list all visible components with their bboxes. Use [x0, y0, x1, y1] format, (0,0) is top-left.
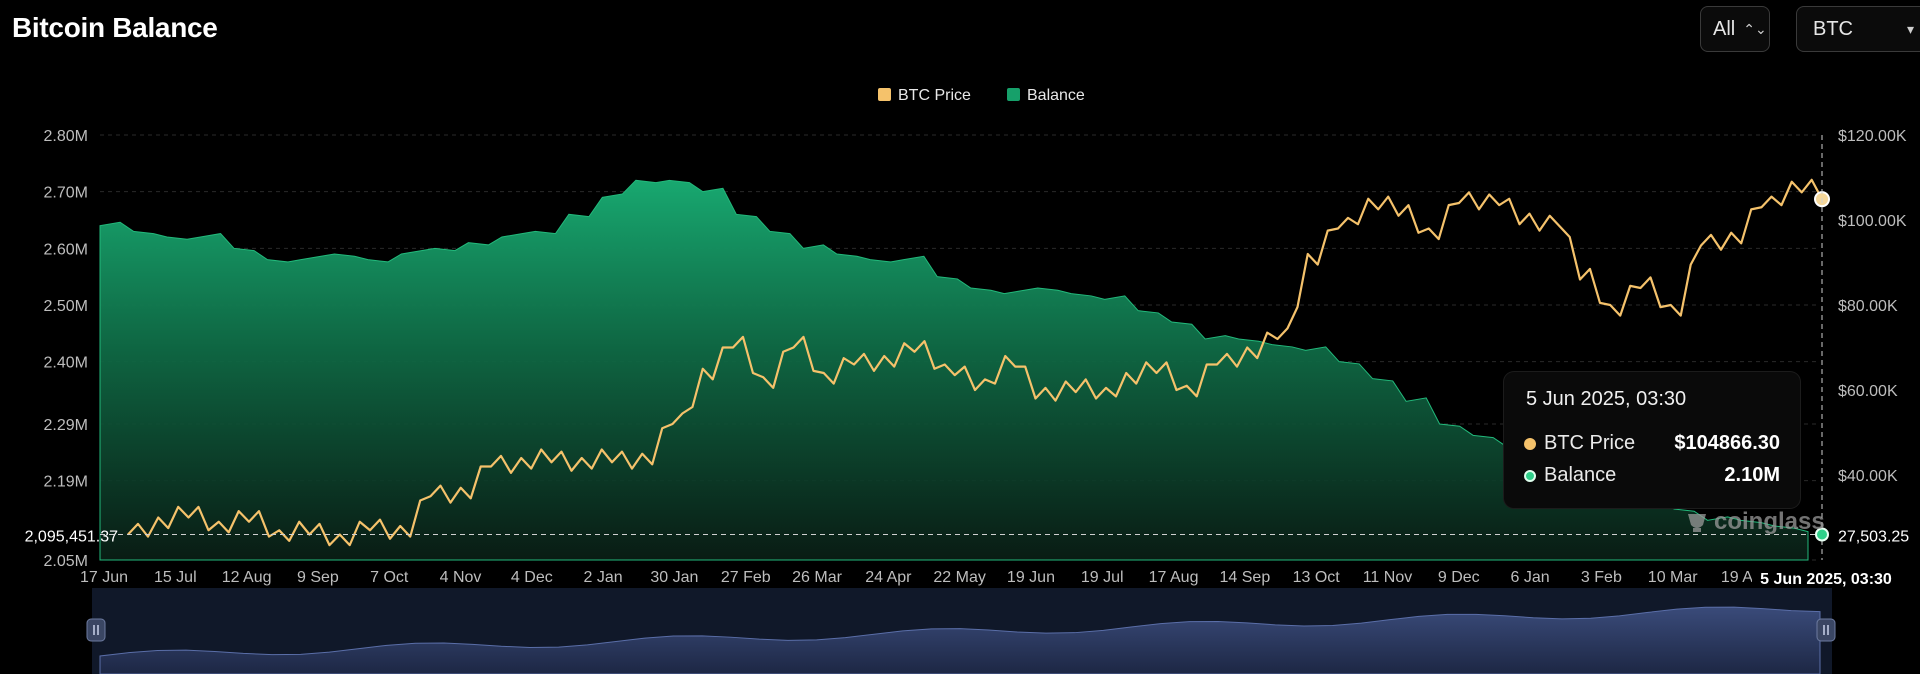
y-left-tick-label: 2.70M	[44, 185, 88, 202]
watermark-text: coinglass	[1714, 508, 1825, 535]
y-left-tick-label: 2.80M	[44, 128, 88, 145]
navigator-handle	[1816, 618, 1836, 642]
tooltip-title: 5 Jun 2025, 03:30	[1526, 388, 1687, 410]
y-left-tick-label: 2.29M	[44, 417, 88, 434]
y-right-tick-label: $40.00K	[1838, 468, 1898, 485]
tooltip-row-balance: Balance 2.10M	[1524, 464, 1780, 487]
y-left-tick-label: 2.40M	[44, 355, 88, 372]
x-tick-label: 9 Sep	[297, 569, 339, 586]
x-tick-label: 19 Jun	[1007, 569, 1055, 586]
crosshair-right-label: 27,503.25	[1838, 529, 1909, 546]
crosshair-left-label: 2,095,451.37	[25, 529, 119, 546]
price-dot-icon	[1524, 437, 1536, 450]
x-tick-label: 3 Feb	[1581, 569, 1622, 586]
x-tick-label: 7 Oct	[370, 569, 409, 586]
x-tick-label: 22 May	[933, 569, 985, 586]
tooltip-label: BTC Price	[1544, 432, 1636, 454]
x-tick-label: 17 Aug	[1149, 569, 1199, 586]
y-right-tick-label: $100.00K	[1838, 213, 1907, 230]
y-right-tick-label: $120.00K	[1838, 128, 1907, 145]
range-select-value: All	[1713, 17, 1736, 40]
x-tick-label: 4 Dec	[511, 569, 553, 586]
x-tick-label: 19 Jul	[1081, 569, 1124, 586]
legend-label: Balance	[1027, 87, 1085, 104]
y-left-tick-label: 2.05M	[44, 553, 88, 570]
legend-swatch	[1007, 88, 1020, 101]
y-left-tick-label: 2.50M	[44, 298, 88, 315]
range-select[interactable]: All ⌃⌄	[1700, 6, 1770, 52]
legend[interactable]: BTC Price Balance	[878, 87, 1085, 104]
legend-swatch	[878, 88, 891, 101]
x-tick-label: 27 Feb	[721, 569, 771, 586]
tooltip-value: 2.10M	[1724, 464, 1780, 486]
x-tick-label: 24 Apr	[865, 569, 912, 586]
y-left-tick-label: 2.19M	[44, 474, 88, 491]
balance-dot-icon	[1524, 469, 1536, 482]
x-tick-label: 11 Nov	[1363, 569, 1413, 586]
x-tick-label: 13 Oct	[1293, 569, 1341, 586]
crosshair: 2,095,451.37 27,503.25 5 Jun 2025, 03:30	[25, 135, 1909, 590]
coinglass-watermark: coinglass	[1686, 508, 1825, 536]
page-title: Bitcoin Balance	[12, 12, 218, 43]
tooltip-row-price: BTC Price $104866.30	[1524, 432, 1780, 455]
y-left-tick-label: 2.60M	[44, 241, 88, 258]
coinglass-logo-icon	[1688, 514, 1706, 532]
chevron-down-icon: ▾	[1906, 20, 1914, 37]
x-tick-label: 12 Aug	[222, 569, 272, 586]
asset-select-value: BTC	[1813, 17, 1853, 40]
balance-marker-dot	[1815, 527, 1829, 542]
x-tick-label: 17 Jun	[80, 569, 128, 586]
y-right-tick-label: $80.00K	[1838, 298, 1898, 315]
crosshair-x-label: 5 Jun 2025, 03:30	[1760, 571, 1892, 588]
x-tick-label: 4 Nov	[440, 569, 482, 586]
tooltip-value: $104866.30	[1674, 432, 1780, 454]
navigator-handle	[86, 618, 106, 642]
range-navigator[interactable]	[86, 588, 1836, 674]
x-tick-label: 10 Mar	[1648, 569, 1698, 586]
updown-chevron-icon: ⌃⌄	[1743, 20, 1767, 37]
x-tick-label: 6 Jan	[1511, 569, 1550, 586]
x-tick-label: 9 Dec	[1438, 569, 1480, 586]
x-tick-label: 15 Jul	[154, 569, 197, 586]
btc-price-line	[127, 178, 1823, 547]
crosshair-x-label-bg	[1752, 566, 1902, 590]
data-tooltip: 5 Jun 2025, 03:30 BTC Price $104866.30 B…	[1504, 372, 1800, 508]
x-tick-label: 2 Jan	[584, 569, 623, 586]
y-right-tick-label: $60.00K	[1838, 383, 1898, 400]
asset-select[interactable]: BTC ▾	[1796, 6, 1920, 52]
navigator-series	[99, 606, 1821, 674]
tooltip-label: Balance	[1544, 464, 1617, 486]
legend-label: BTC Price	[898, 87, 971, 104]
y-axis-left: 2.80M 2.70M 2.60M 2.50M 2.40M 2.29M 2.19M 2.05M	[44, 128, 88, 570]
x-tick-label: 14 Sep	[1220, 569, 1271, 586]
x-tick-label: 30 Jan	[650, 569, 698, 586]
x-axis: 17 Jun 15 Jul 12 Aug 9 Sep 7 Oct 4 Nov 4 Dec 2 …	[80, 569, 1768, 586]
y-axis-right: $120.00K $100.00K $80.00K $60.00K $40.00K	[1838, 128, 1907, 485]
x-tick-label: 26 Mar	[792, 569, 842, 586]
